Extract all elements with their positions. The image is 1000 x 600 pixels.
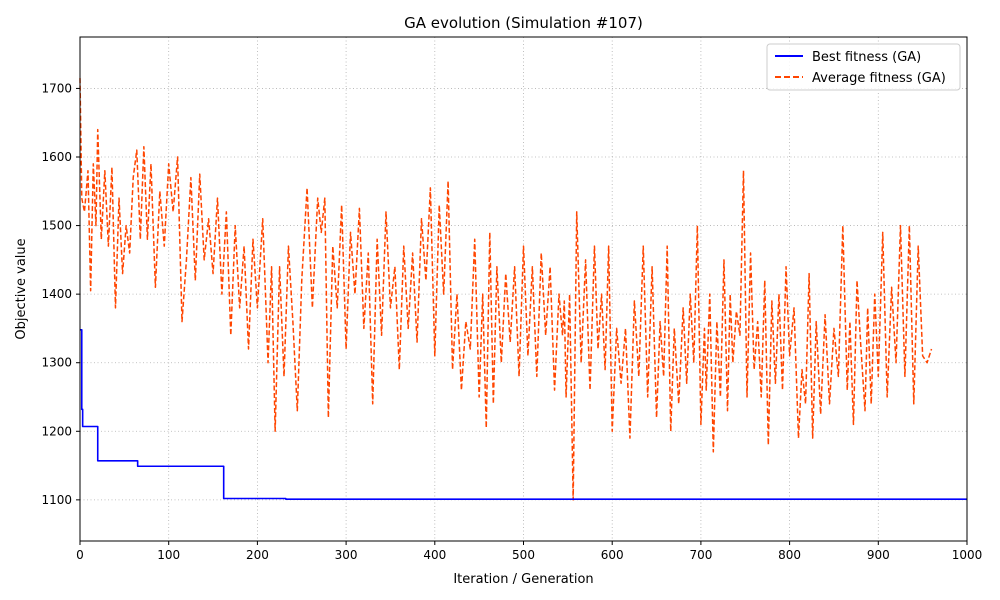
x-tick-label: 800 (778, 548, 801, 562)
y-tick-label: 1300 (41, 356, 72, 370)
legend: Best fitness (GA) Average fitness (GA) (766, 43, 961, 91)
x-tick-label: 200 (246, 548, 269, 562)
x-tick-label: 500 (512, 548, 535, 562)
x-tick-label: 1000 (952, 548, 983, 562)
x-tick-label: 100 (157, 548, 180, 562)
x-axis-label: Iteration / Generation (453, 572, 593, 587)
y-tick-label: 1700 (41, 81, 72, 95)
y-tick-label: 1500 (41, 219, 72, 233)
axis-ticks: 0 100 200 300 400 500 600 700 800 900 1000 1100 1200… (41, 81, 982, 562)
legend-label-average: Average fitness (GA) (812, 71, 946, 86)
x-tick-label: 900 (867, 548, 890, 562)
y-tick-label: 1600 (41, 150, 72, 164)
y-axis-label: Objective value (14, 238, 29, 339)
plot-area (79, 78, 967, 501)
y-tick-label: 1100 (41, 493, 72, 507)
x-tick-label: 700 (689, 548, 712, 562)
x-tick-label: 600 (601, 548, 624, 562)
legend-box (766, 43, 961, 91)
x-tick-label: 300 (335, 548, 358, 562)
x-tick-label: 0 (76, 548, 84, 562)
legend-label-best: Best fitness (GA) (812, 50, 921, 65)
y-tick-label: 1200 (41, 424, 72, 438)
series-line-best-fitness (80, 329, 967, 500)
series-line-average-fitness (79, 78, 933, 501)
chart-title: GA evolution (Simulation #107) (404, 14, 643, 32)
x-tick-label: 400 (423, 548, 446, 562)
y-tick-label: 1400 (41, 287, 72, 301)
